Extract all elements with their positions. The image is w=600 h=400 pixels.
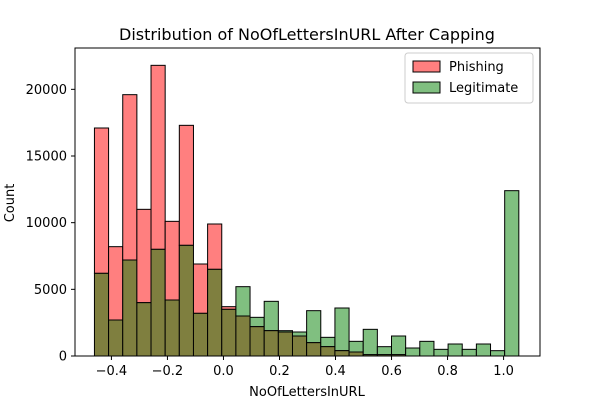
bar-overlap [249, 326, 265, 357]
bar-overlap [108, 319, 124, 357]
bar-phishing [93, 127, 110, 274]
x-tick-label: 0.0 [213, 364, 234, 379]
bar-legitimate [475, 343, 492, 357]
y-axis-title: Count [3, 184, 18, 223]
bar-phishing [192, 263, 209, 314]
bar-overlap [207, 268, 223, 357]
y-tick-label: 20000 [26, 83, 67, 98]
x-tick-label: 1.0 [493, 364, 514, 379]
bar-legitimate [334, 307, 350, 352]
x-tick-label: −0.4 [96, 364, 128, 379]
x-tick-label: 0.8 [437, 364, 458, 379]
bar-phishing [108, 246, 124, 321]
bar-legitimate [433, 348, 449, 357]
bar-overlap [263, 330, 279, 357]
y-tick-label: 0 [59, 350, 67, 365]
legend-swatch-phishing [412, 60, 441, 73]
plot-frame [74, 47, 541, 357]
bar-phishing [122, 94, 138, 261]
x-tick-label: −0.2 [152, 364, 184, 379]
bar-overlap [150, 248, 166, 357]
bar-legitimate [348, 340, 364, 353]
y-tick-label: 15000 [26, 150, 67, 165]
legend-label-phishing: Phishing [449, 60, 504, 75]
bar-legitimate [447, 343, 463, 357]
bar-overlap [320, 346, 336, 357]
x-axis-title: NoOfLettersInURL [249, 385, 365, 400]
x-tick-label: 0.6 [381, 364, 402, 379]
bar-legitimate [235, 286, 251, 317]
bar-overlap [93, 272, 110, 357]
legend: Phishing Legitimate [404, 52, 534, 104]
bar-overlap [277, 331, 293, 357]
y-tick-label: 10000 [26, 216, 67, 231]
bar-overlap [221, 308, 237, 357]
bar-legitimate [306, 310, 322, 344]
legend-swatch-legitimate [412, 81, 441, 94]
bar-overlap [291, 335, 308, 357]
bar-overlap [306, 342, 322, 357]
bar-legitimate [376, 346, 393, 356]
bar-legitimate [461, 348, 477, 357]
x-tick-label: 0.2 [269, 364, 290, 379]
bar-legitimate [504, 190, 520, 357]
bar-legitimate [362, 328, 378, 356]
bar-legitimate [490, 350, 506, 357]
bar-phishing [164, 220, 180, 301]
bar-overlap [122, 259, 138, 357]
y-tick-label: 5000 [34, 283, 67, 298]
legend-label-legitimate: Legitimate [449, 81, 518, 96]
bar-legitimate [263, 300, 279, 332]
bar-overlap [334, 350, 350, 357]
bar-overlap [348, 351, 364, 357]
bar-legitimate [405, 347, 421, 357]
x-tick-label: 0.4 [325, 364, 346, 379]
axes-layer: −0.4 −0.2 0.0 0.2 0.4 0.6 0.8 1.0 0 5000 10000 1500… [26, 47, 541, 379]
bar-overlap [235, 315, 251, 357]
bar-phishing [136, 208, 152, 304]
chart-title: Distribution of NoOfLettersInURL After C… [119, 25, 495, 44]
bars-layer [93, 64, 520, 357]
bar-legitimate [391, 335, 407, 356]
bar-phishing [150, 64, 166, 250]
bar-phishing [207, 223, 223, 270]
bar-overlap [136, 302, 152, 357]
bar-legitimate [419, 340, 435, 357]
bar-overlap [164, 299, 180, 357]
bar-legitimate [291, 331, 308, 337]
bar-overlap [192, 312, 209, 357]
bar-legitimate [249, 316, 265, 328]
bar-overlap [178, 244, 194, 357]
bar-legitimate [320, 336, 336, 348]
bar-phishing [178, 124, 194, 246]
